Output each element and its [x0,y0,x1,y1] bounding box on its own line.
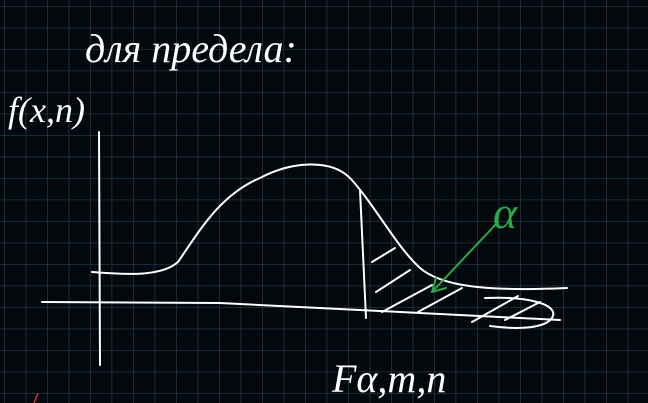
y-axis [98,131,101,366]
alpha-arrow [431,221,499,293]
title: для предела: [85,26,297,71]
tail-hatching [371,247,555,329]
critical-line [359,189,367,319]
alpha-label: α [493,187,518,238]
red-mark [33,392,39,403]
x-axis [41,301,561,321]
x-axis-label: Fα,m,n [331,356,446,401]
y-axis-label: f(x,n) [8,90,85,130]
